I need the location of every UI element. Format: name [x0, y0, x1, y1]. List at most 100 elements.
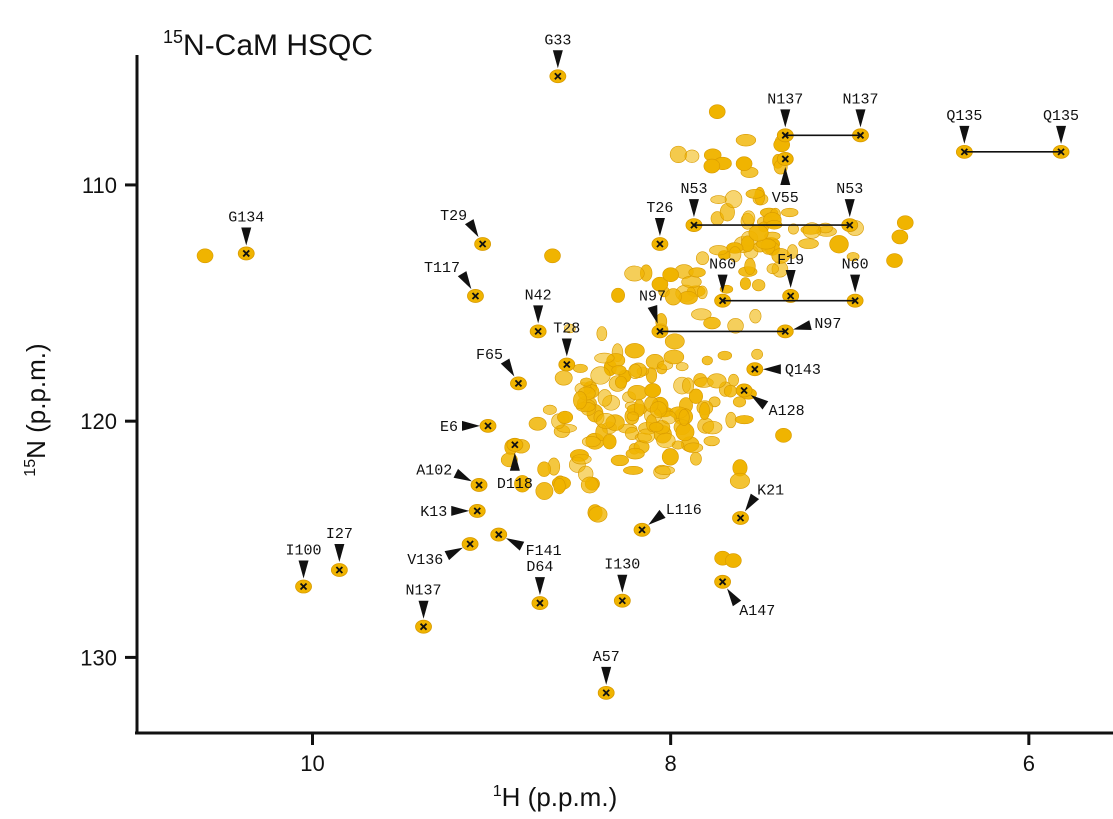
unassigned-peak — [683, 442, 704, 453]
label-pointer — [780, 109, 791, 128]
unassigned-peak — [727, 318, 744, 334]
peak-marker — [471, 292, 480, 300]
unassigned-peak — [742, 210, 756, 226]
unassigned-peak — [787, 244, 798, 259]
peak-label: N60 — [709, 257, 736, 274]
peak-label: N137 — [842, 91, 878, 108]
unassigned-peak — [745, 188, 765, 199]
peak-marker — [478, 240, 487, 248]
peak-label: K21 — [757, 483, 784, 500]
label-pointer — [750, 395, 769, 410]
label-pointer — [959, 125, 970, 144]
peak-marker — [484, 422, 492, 430]
unassigned-peak — [665, 288, 682, 306]
unassigned-peak — [701, 355, 713, 366]
peak-label: N137 — [767, 91, 803, 108]
peak-label: K13 — [420, 504, 447, 521]
unassigned-peak — [703, 435, 720, 447]
unassigned-peak — [896, 215, 914, 231]
peak-label: A147 — [739, 603, 775, 620]
unassigned-peak — [802, 222, 822, 239]
unassigned-peak — [602, 433, 617, 450]
unassigned-peak — [684, 149, 700, 163]
unassigned-peak — [688, 267, 706, 278]
unassigned-peak — [669, 145, 688, 164]
peak-marker — [736, 514, 745, 522]
unassigned-peak — [724, 190, 743, 209]
peak-marker — [602, 689, 610, 697]
unassigned-peak — [557, 410, 574, 424]
y-tick-label: 110 — [82, 173, 117, 198]
x-tick-label: 8 — [665, 751, 677, 776]
peak-marker — [740, 386, 748, 395]
label-pointer — [552, 50, 563, 69]
unassigned-peak — [891, 229, 909, 245]
y-axis-label: 15N (p.p.m.) — [21, 343, 51, 476]
unassigned-peak — [725, 553, 742, 568]
unassigned-peak — [588, 506, 608, 523]
peak-label: T26 — [646, 200, 673, 217]
peak-marker — [514, 379, 523, 388]
unassigned-peak — [707, 373, 727, 389]
label-pointer — [727, 588, 742, 607]
unassigned-peak — [723, 384, 737, 398]
unassigned-peak — [725, 411, 737, 429]
peak-label: A57 — [593, 649, 620, 666]
unassigned-peak — [553, 477, 566, 495]
peak-label: N137 — [406, 583, 442, 600]
label-pointer — [688, 199, 699, 218]
unassigned-peak — [649, 401, 668, 418]
peak-marker — [419, 623, 428, 631]
label-pointer — [844, 199, 855, 218]
label-pointer — [505, 538, 525, 551]
unassigned-peak — [696, 285, 708, 300]
unassigned-peak — [735, 133, 757, 147]
peak-marker — [787, 292, 795, 300]
label-pointer — [418, 600, 429, 619]
unassigned-peak — [739, 277, 751, 290]
unassigned-peak — [649, 422, 664, 433]
peak-marker — [473, 507, 481, 515]
y-tick-label: 120 — [80, 409, 117, 434]
label-pointer — [717, 274, 728, 293]
unassigned-peak — [623, 465, 644, 475]
unassigned-peak — [571, 454, 592, 465]
unassigned-peak — [690, 451, 702, 466]
unassigned-peak — [829, 235, 849, 254]
peak-label: F19 — [777, 252, 804, 269]
unassigned-peak — [751, 348, 764, 360]
unassigned-peak — [702, 420, 723, 435]
label-pointer — [601, 666, 612, 685]
unassigned-peak — [744, 257, 756, 275]
peak-label: Q135 — [946, 108, 982, 125]
unassigned-peak — [580, 476, 599, 494]
unassigned-peak — [590, 366, 611, 385]
peak-label: I100 — [286, 543, 322, 560]
unassigned-peak — [781, 207, 799, 218]
unassigned-peak — [681, 275, 702, 289]
label-pointer — [793, 320, 812, 330]
unassigned-peak — [846, 252, 860, 262]
unassigned-peak — [596, 413, 616, 429]
chart-title-text: N-CaM HSQC — [183, 29, 373, 62]
peak-label: N97 — [814, 316, 841, 333]
peak-marker — [554, 72, 562, 80]
peak-label: N53 — [836, 181, 863, 198]
peak-label: V55 — [772, 190, 799, 207]
label-pointer — [561, 338, 572, 357]
chart-title-isotope: 15 — [163, 27, 183, 47]
unassigned-peak — [734, 415, 754, 425]
unassigned-peak — [662, 267, 679, 283]
unassigned-peak — [627, 384, 648, 401]
unassigned-peak — [688, 388, 703, 404]
peak-label: T117 — [424, 260, 460, 277]
peak-marker — [475, 481, 483, 489]
peak-label: N97 — [639, 288, 666, 305]
peak-label: N60 — [842, 257, 869, 274]
unassigned-peak — [537, 461, 551, 477]
unassigned-peak — [788, 223, 799, 235]
unassigned-peak — [717, 350, 733, 361]
unassigned-peak — [748, 224, 769, 242]
label-pointer — [509, 452, 520, 471]
